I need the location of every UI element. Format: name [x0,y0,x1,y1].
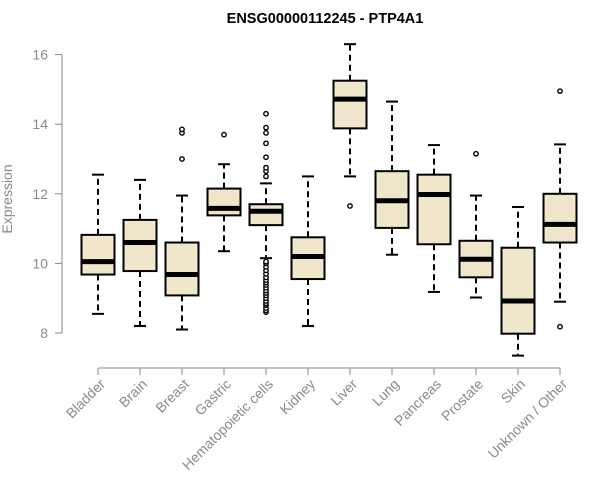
box-group [542,88,578,330]
y-tick-label: 12 [32,186,48,202]
box [122,218,158,273]
outlier-point [263,110,269,117]
x-tick-label: Unknown / Other [485,376,571,462]
outlier-point [347,203,353,209]
box-group [206,131,242,253]
x-tick-label: Lung [369,376,402,409]
box-group [248,110,284,316]
y-tick-label: 16 [32,47,48,63]
outlier-point [263,173,269,180]
box [416,173,452,246]
outlier-point [263,258,269,265]
box [248,203,284,227]
x-tick-label: Bladder [63,376,109,422]
box-group [416,144,452,293]
outlier-point [263,154,269,161]
chart-title: ENSG00000112245 - PTP4A1 [227,11,424,27]
x-tick-label: Skin [498,376,529,407]
y-axis: 8 10 12 14 16 [32,47,63,341]
outlier-point [557,323,563,330]
x-tick-label: Liver [327,376,360,409]
box-group [332,43,368,209]
box [542,192,578,244]
x-tick-label: Brain [116,376,150,410]
y-axis-label: Expression [0,164,15,233]
box-group [374,100,410,256]
box-group [80,173,116,315]
plot-area [80,43,578,357]
box [164,241,200,297]
box-group [164,126,200,331]
box [500,246,536,335]
box [80,233,116,276]
y-tick-label: 8 [40,325,48,341]
x-tick-label: Kidney [277,376,319,418]
box-group [122,178,158,328]
y-tick-label: 10 [32,255,48,271]
y-tick-label: 14 [32,116,48,132]
outlier-point [179,156,185,162]
outlier-point [263,164,269,171]
x-tick-label: Breast [152,376,192,416]
box-group [500,206,536,357]
outlier-point [263,140,269,147]
outlier-point [473,150,479,157]
box [206,187,242,217]
outlier-point [179,126,185,133]
box-group [290,175,326,328]
x-tick-label: Prostate [438,376,486,424]
outlier-point [557,88,563,95]
outlier-point [263,124,269,131]
x-tick-label: Pancreas [391,376,444,429]
box-group [458,150,494,299]
outlier-point [221,131,227,138]
outlier-point [263,129,269,136]
box [332,79,368,130]
